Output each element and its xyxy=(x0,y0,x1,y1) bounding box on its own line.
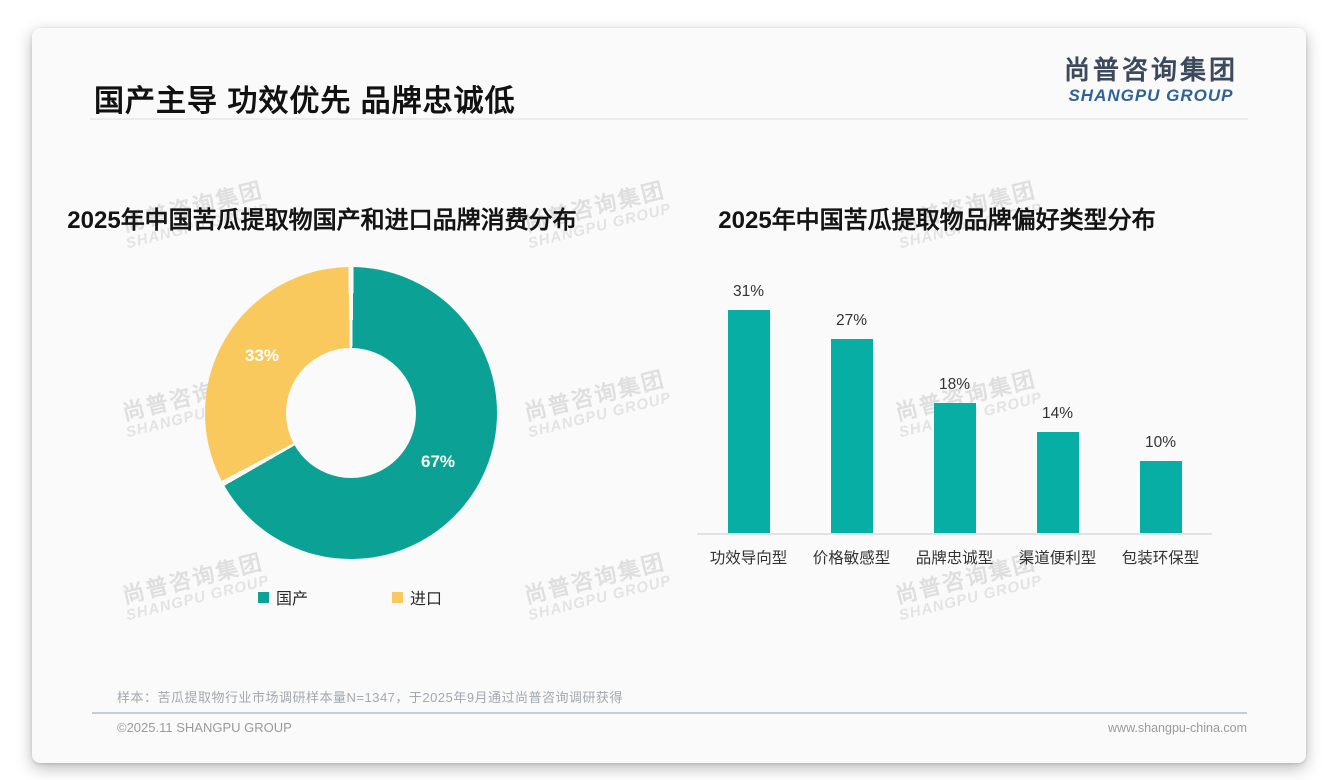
bar xyxy=(933,403,976,533)
bar-value-label: 10% xyxy=(1144,434,1177,451)
category-label: 包装环保型 xyxy=(1121,550,1200,567)
bar-group: 31% xyxy=(697,283,800,533)
donut-slice-label-import: 33% xyxy=(244,346,280,365)
category-label: 价格敏感型 xyxy=(812,550,891,567)
donut-slice-label-domestic: 67% xyxy=(420,452,456,471)
page-title: 国产主导 功效优先 品牌忠诚低 xyxy=(94,85,516,118)
bar xyxy=(1036,432,1079,533)
legend-swatch-domestic xyxy=(258,591,269,603)
category-label: 品牌忠诚型 xyxy=(915,550,994,567)
company-logo: 尚普咨询集团 SHANGPU GROUP xyxy=(1063,55,1238,106)
bar-group: 10% xyxy=(1109,434,1212,533)
legend-label-domestic: 国产 xyxy=(276,591,309,608)
slide-canvas: 尚普咨询集团 SHANGPU GROUP 尚普咨询集团 SHANGPU GROUP … xyxy=(32,28,1306,763)
bar xyxy=(1139,461,1182,533)
bar-value-label: 31% xyxy=(732,282,765,300)
category-label: 渠道便利型 xyxy=(1018,550,1097,567)
bar-chart-title: 2025年中国苦瓜提取物品牌偏好类型分布 xyxy=(718,207,1156,234)
header-divider xyxy=(90,118,1248,120)
logo-text-en: SHANGPU GROUP xyxy=(1068,85,1234,105)
bar xyxy=(727,309,770,533)
donut-hole xyxy=(286,348,416,478)
copyright-text: ©2025.11 SHANGPU GROUP xyxy=(117,720,292,735)
bar-chart-baseline xyxy=(697,533,1212,535)
category-label: 功效导向型 xyxy=(709,550,788,567)
sample-note: 样本：苦瓜提取物行业市场调研样本量N=1347，于2025年9月通过尚普咨询调研… xyxy=(117,690,624,705)
bar xyxy=(830,338,873,533)
legend-swatch-import xyxy=(392,591,404,603)
legend-label-import: 进口 xyxy=(410,591,443,608)
bar-group: 27% xyxy=(800,312,903,533)
bar-value-label: 14% xyxy=(1041,405,1074,423)
bar-chart: 31% 27% 18% 14% 10% xyxy=(697,273,1212,533)
legend-item-domestic: 国产 xyxy=(258,585,308,609)
donut-chart-title: 2025年中国苦瓜提取物国产和进口品牌消费分布 xyxy=(67,207,577,234)
bar-value-label: 27% xyxy=(835,311,868,329)
logo-text-cn: 尚普咨询集团 xyxy=(1063,55,1238,85)
legend-item-import: 进口 xyxy=(392,585,442,609)
bar-chart-category-axis: 功效导向型 价格敏感型 品牌忠诚型 渠道便利型 包装环保型 xyxy=(697,546,1212,568)
donut-legend: 国产 进口 xyxy=(258,585,442,609)
bar-value-label: 18% xyxy=(938,376,971,394)
bar-group: 18% xyxy=(903,376,1006,533)
donut-chart xyxy=(205,267,497,559)
footer-divider xyxy=(92,712,1247,714)
bar-group: 14% xyxy=(1006,405,1109,533)
website-url: www.shangpu-china.com xyxy=(1108,721,1247,735)
